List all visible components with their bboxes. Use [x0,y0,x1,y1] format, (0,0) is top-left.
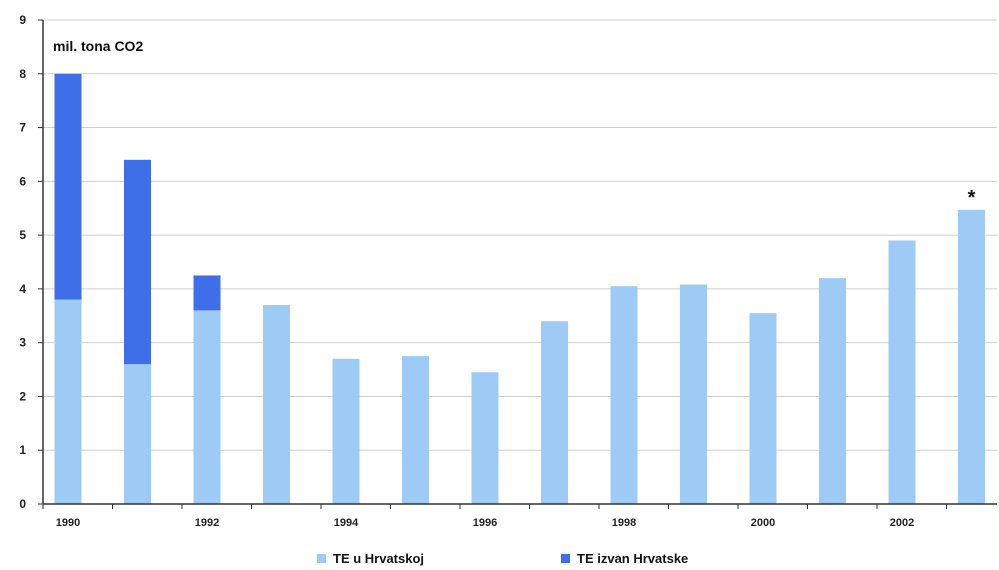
y-tick-label: 2 [19,389,26,403]
legend-swatch [561,554,570,563]
y-tick-label: 5 [19,228,26,242]
annotation-asterisk: * [968,187,976,209]
x-tick-label: 1992 [195,517,219,529]
bar-te-u-hrvatskoj [124,364,151,504]
bar-te-u-hrvatskoj [749,313,777,504]
legend-swatch [317,554,326,563]
x-tick-label: 1994 [334,517,359,529]
y-tick-label: 6 [19,174,26,188]
bar-te-u-hrvatskoj [193,310,221,504]
bar-te-u-hrvatskoj [819,278,846,504]
y-tick-label: 4 [19,282,26,296]
bar-te-u-hrvatskoj [402,356,429,504]
bar-te-u-hrvatskoj [610,286,638,504]
bar-te-izvan-hrvatske [193,275,221,311]
legend-label: TE u Hrvatskoj [333,551,424,566]
bar-te-u-hrvatskoj [54,299,82,504]
bar-te-u-hrvatskoj [263,305,290,504]
x-tick-label: 2000 [751,517,775,529]
bar-te-u-hrvatskoj [541,321,568,504]
bar-te-u-hrvatskoj [888,240,916,504]
bar-te-u-hrvatskoj [958,209,985,504]
x-tick-label: 2002 [890,517,914,529]
y-tick-label: 7 [19,121,26,135]
y-tick-label: 3 [19,336,26,350]
x-tick-label: 1998 [612,517,636,529]
y-tick-label: 9 [19,13,26,27]
y-tick-label: 8 [19,67,26,81]
legend-label: TE izvan Hrvatske [577,551,688,566]
x-tick-label: 1990 [56,517,80,529]
unit-label: mil. tona CO2 [53,38,143,54]
y-tick-label: 1 [19,443,26,457]
bar-te-u-hrvatskoj [680,284,707,504]
y-tick-label: 0 [19,497,26,511]
x-tick-label: 1996 [473,517,497,529]
bar-te-izvan-hrvatske [124,159,151,365]
bar-te-u-hrvatskoj [332,358,360,504]
bar-te-izvan-hrvatske [54,73,82,300]
bar-te-u-hrvatskoj [471,372,499,504]
